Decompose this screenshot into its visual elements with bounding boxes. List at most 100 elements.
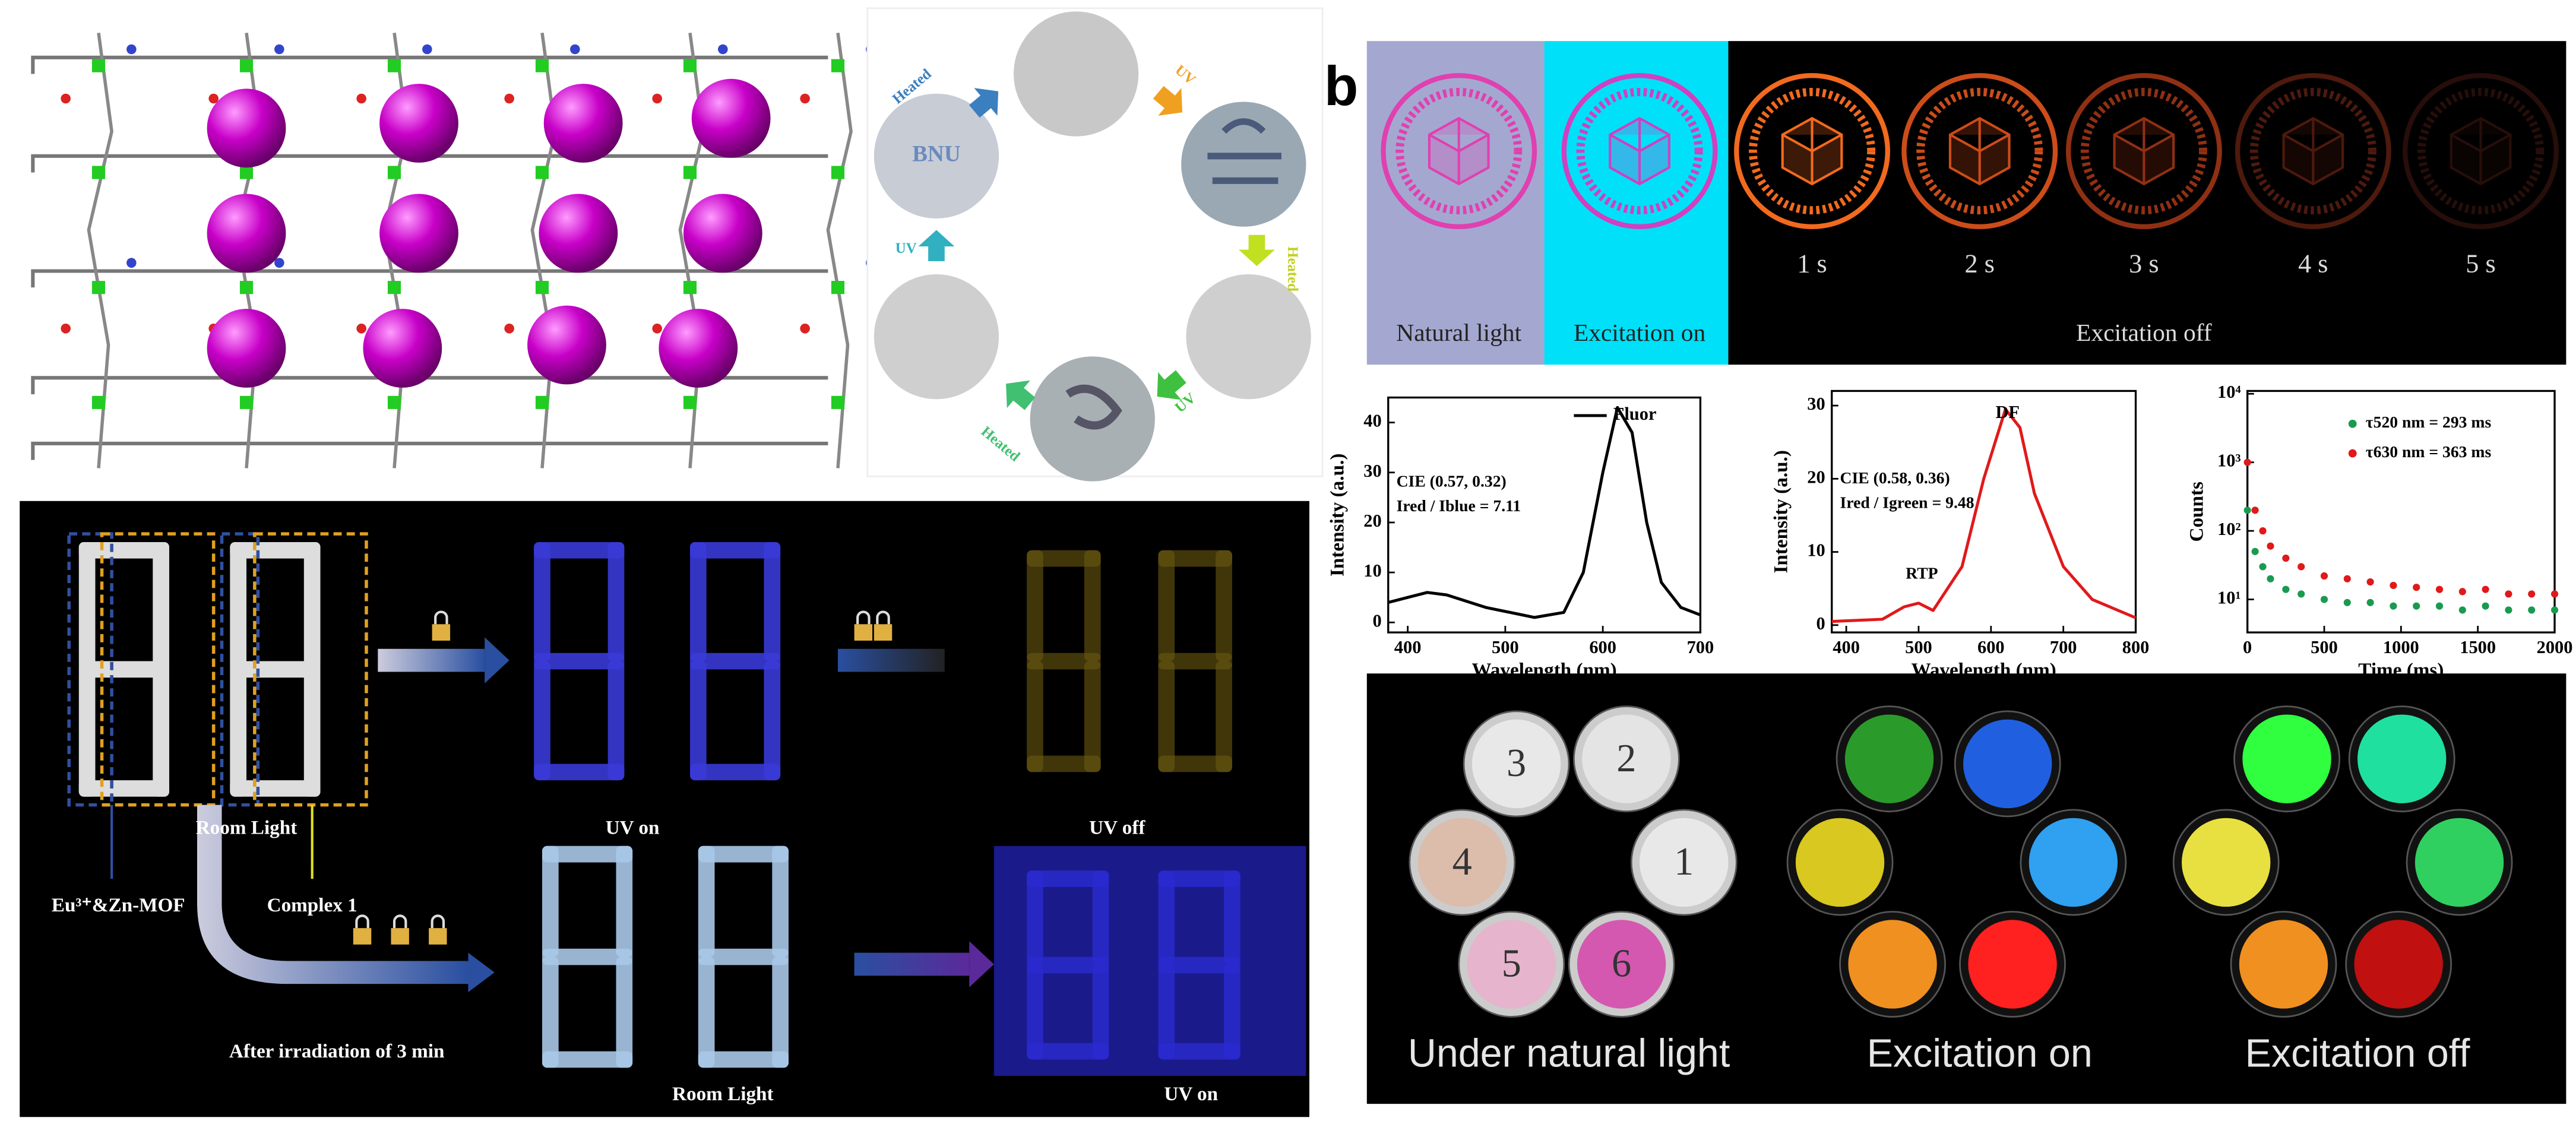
segment: [689, 542, 707, 661]
segment: [230, 780, 321, 797]
segment: [616, 957, 633, 1068]
point: [2458, 606, 2466, 614]
atom: [239, 395, 254, 409]
framework: [31, 55, 828, 74]
sample-number: 6: [1612, 942, 1631, 986]
linker: [530, 32, 557, 468]
x-tick-label: 2000: [2537, 637, 2573, 657]
ion-sphere: [379, 84, 458, 163]
segment: [1158, 965, 1175, 1060]
ion-sphere: [691, 78, 771, 158]
segment: [1158, 550, 1232, 567]
point: [2390, 581, 2397, 590]
x-tick-label: 500: [1492, 637, 1519, 657]
atom: [91, 281, 106, 294]
atom: [504, 93, 514, 104]
atom: [61, 93, 71, 104]
point: [2366, 598, 2374, 606]
shape: [1366, 41, 1545, 365]
segment: [607, 661, 625, 781]
atom: [61, 324, 71, 334]
y-tick-label: 10⁴: [2217, 382, 2241, 402]
seal: [1734, 73, 1890, 229]
segment: [689, 764, 781, 781]
x-tick-label: 500: [2311, 637, 2338, 657]
segment: [698, 846, 789, 863]
seal: [1395, 88, 1523, 215]
point: [2482, 585, 2489, 593]
y-tick-label: 0: [1816, 613, 1825, 634]
segment: [1216, 550, 1232, 661]
ion-sphere: [207, 88, 286, 168]
segment: [1224, 965, 1240, 1060]
segment: [689, 653, 781, 670]
seal-cube: [1609, 116, 1670, 186]
atom: [239, 59, 254, 72]
sample: [2028, 818, 2118, 907]
sample-disc: [874, 93, 999, 218]
seal-cube: [1948, 116, 2011, 186]
y-tick-label: 10²: [2217, 519, 2241, 539]
annotation: RTP: [1906, 564, 1938, 582]
atom: [91, 166, 106, 179]
dashed-box: [253, 532, 368, 807]
seal-cube: [1781, 116, 1843, 186]
segment: [534, 542, 550, 661]
segment: [230, 542, 246, 670]
sample: [1844, 714, 1934, 803]
group: 1 s 2 s 3 s 4 s 5 s: [1381, 73, 2559, 278]
segment: [772, 846, 789, 957]
point: [2259, 527, 2267, 535]
shape: Complex 1: [267, 894, 357, 916]
linker: [87, 32, 113, 468]
atom: [274, 44, 284, 55]
shape: Under natural light: [1408, 1031, 1730, 1075]
time-label: 3 s: [2129, 249, 2159, 278]
sample-number: 1: [1674, 840, 1694, 884]
shape: After irradiation of 3 min: [229, 1040, 445, 1062]
ion-sphere: [543, 84, 623, 163]
legend-marker: [2348, 449, 2357, 458]
atom: [387, 59, 401, 72]
arrow: [1153, 86, 1183, 116]
shape: UV on: [606, 817, 660, 839]
segment: [1027, 661, 1043, 772]
x-tick-label: 0: [2243, 637, 2252, 657]
segment: [1084, 661, 1101, 772]
sample-disc: [1186, 274, 1311, 400]
shape: Excitation off: [2076, 319, 2212, 346]
arrow: [1157, 370, 1186, 400]
atom: [126, 258, 137, 268]
y-tick-label: 10: [1363, 560, 1381, 581]
y-axis-label: Intensity (a.u.): [1770, 450, 1792, 573]
segment: [303, 669, 321, 797]
atom: [356, 93, 366, 104]
sample: [1640, 818, 1729, 907]
series-label: DF: [1995, 402, 2020, 422]
y-tick-label: 20: [1363, 511, 1381, 531]
group: [874, 11, 1311, 482]
lock-shackle: [393, 914, 407, 929]
point: [2366, 578, 2374, 586]
dashed-box: [220, 532, 260, 807]
shape: UV on: [1164, 1083, 1218, 1105]
sample: [1963, 719, 2052, 809]
y-axis-label: Counts: [2185, 482, 2207, 542]
ion-sphere: [207, 194, 286, 273]
point: [2528, 590, 2536, 598]
seal: [1916, 88, 2043, 215]
time-label: 2 s: [1965, 249, 1995, 278]
pattern: [1207, 118, 1281, 184]
x-tick-label: 700: [1687, 637, 1714, 657]
atom: [718, 44, 728, 55]
atom: [239, 281, 254, 294]
segment: [534, 764, 625, 781]
arrow-body: [837, 648, 945, 672]
point: [2267, 575, 2274, 582]
segment: [772, 957, 789, 1068]
atom: [831, 395, 845, 409]
pattern: [1065, 384, 1122, 430]
atom: [800, 324, 810, 334]
ion-sphere: [539, 194, 618, 273]
point: [2320, 596, 2328, 603]
